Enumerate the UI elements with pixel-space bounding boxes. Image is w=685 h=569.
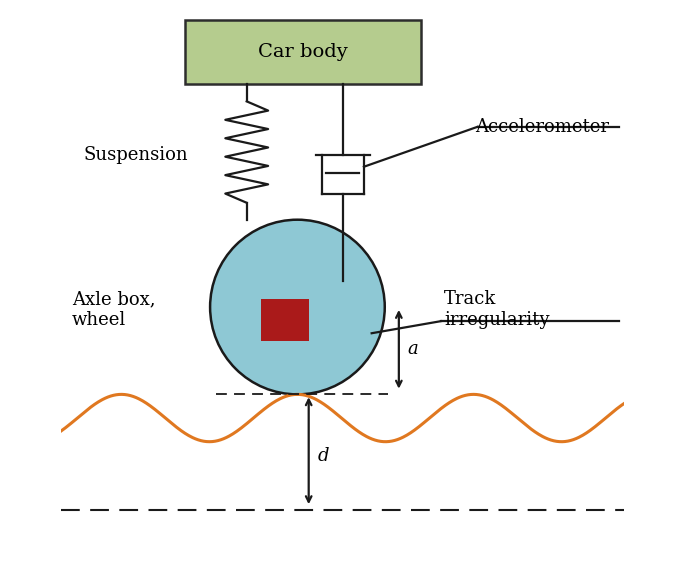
Bar (185, 20, 421, 84)
Circle shape (210, 220, 385, 394)
Text: a: a (408, 340, 418, 358)
Text: Car body: Car body (258, 43, 348, 61)
Text: d: d (317, 447, 329, 465)
Text: Accelerometer: Accelerometer (475, 118, 609, 136)
Text: Suspension: Suspension (84, 146, 188, 164)
Text: Axle box,
wheel: Axle box, wheel (72, 290, 155, 329)
Bar (261, 299, 309, 341)
Text: Track
irregularity: Track irregularity (444, 290, 549, 329)
